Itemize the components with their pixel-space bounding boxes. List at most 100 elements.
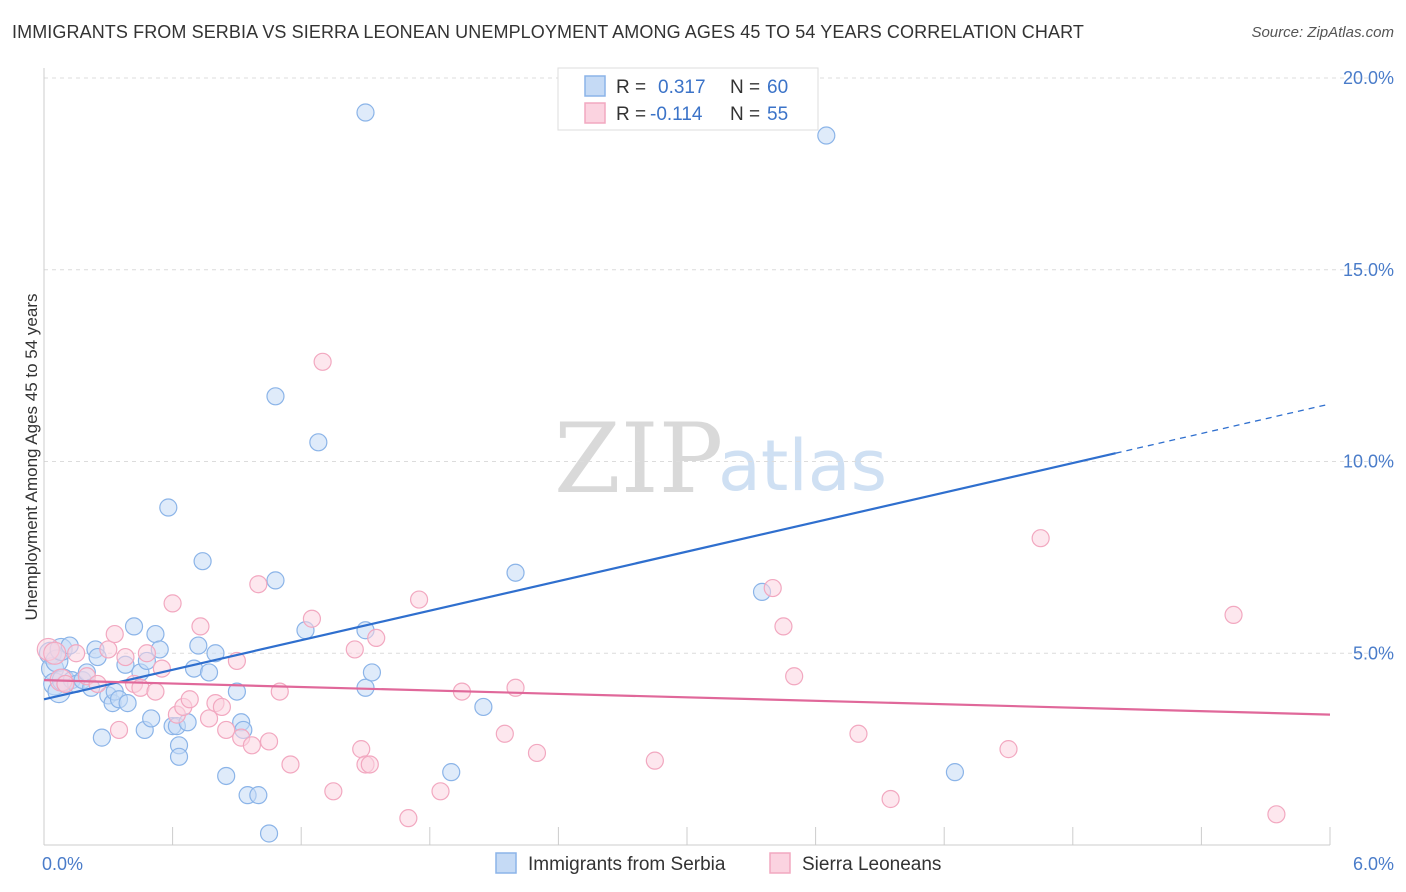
bottom-legend-label-sierra: Sierra Leoneans	[802, 854, 941, 875]
top-legend: R = 0.317 N = 60 R = -0.114 N = 55	[557, 67, 819, 131]
trend-lines	[43, 403, 1331, 716]
sierra-point-19	[180, 690, 199, 709]
legend-swatch-serbia	[584, 75, 606, 97]
sierra-trend-line	[43, 678, 1331, 716]
sierra-point-16	[163, 594, 182, 613]
sierra-point-32	[302, 609, 322, 628]
sierra-point-36	[352, 740, 371, 759]
serbia-point-56	[442, 763, 461, 782]
sierra-point-38	[360, 755, 379, 774]
serbia-point-28	[146, 624, 165, 644]
sierra-point-23	[212, 697, 231, 717]
sierra-point-49	[774, 617, 793, 636]
sierra-point-27	[242, 736, 262, 755]
sierra-point-53	[999, 740, 1018, 759]
serbia-point-34	[169, 747, 189, 766]
sierra-point-55	[1224, 605, 1243, 625]
sierra-point-42	[431, 782, 450, 801]
serbia-point-55	[362, 663, 382, 682]
grid-lines	[44, 77, 1370, 654]
serbia-point-39	[199, 663, 219, 682]
sierra-point-21	[199, 709, 219, 728]
legend-r-label-serbia: R =	[616, 77, 646, 98]
sierra-point-4	[67, 644, 86, 663]
serbia-point-16	[92, 728, 111, 747]
sierra-point-39	[367, 628, 386, 648]
sierra-point-51	[849, 724, 868, 743]
data-points	[36, 103, 1286, 843]
legend-swatch-sierra	[584, 102, 606, 124]
watermark-atlas: atlas	[718, 425, 887, 507]
legend-n-value-sierra: 55	[767, 104, 788, 125]
watermark-zip: ZIP	[554, 403, 723, 515]
bottom-legend-label-serbia: Immigrants from Serbia	[528, 854, 726, 875]
serbia-point-42	[227, 682, 246, 701]
serbia-point-37	[189, 636, 208, 655]
serbia-point-30	[159, 498, 178, 517]
source-credit: Source: ZipAtlas.com	[1251, 24, 1394, 41]
serbia-point-58	[506, 563, 525, 582]
sierra-point-48	[763, 578, 782, 598]
bottom-legend-swatch-serbia	[495, 852, 517, 874]
legend-r-value-sierra: -0.114	[650, 104, 703, 125]
legend-r-value-serbia: 0.317	[658, 77, 706, 98]
sierra-point-52	[881, 789, 900, 809]
sierra-point-3	[56, 674, 75, 694]
serbia-point-46	[249, 786, 268, 805]
serbia-trend-line	[43, 452, 1116, 701]
sierra-point-8	[105, 624, 124, 644]
serbia-point-60	[817, 126, 836, 145]
serbia-point-22	[118, 694, 137, 713]
sierra-point-35	[345, 640, 364, 659]
bottom-legend-swatch-sierra	[769, 852, 791, 874]
sierra-point-33	[313, 352, 332, 371]
legend-n-value-serbia: 60	[767, 77, 788, 98]
sierra-point-7	[99, 640, 118, 659]
sierra-point-14	[146, 682, 165, 701]
sierra-point-31	[281, 755, 300, 774]
sierra-point-24	[217, 720, 236, 740]
sierra-point-29	[259, 732, 279, 751]
sierra-point-47	[645, 751, 664, 770]
y-tick-label-1: 10.0%	[1343, 452, 1394, 472]
x-tick-label-min: 0.0%	[42, 854, 83, 874]
axes	[43, 68, 1331, 846]
serbia-point-38	[193, 552, 212, 571]
legend-n-label-sierra: N =	[730, 104, 760, 125]
sierra-point-50	[785, 667, 804, 686]
sierra-point-40	[399, 809, 418, 828]
sierra-point-6	[88, 674, 107, 694]
y-axis-label: Unemployment Among Ages 45 to 54 years	[22, 294, 41, 621]
sierra-point-28	[249, 575, 268, 594]
chart-title: IMMIGRANTS FROM SERBIA VS SIERRA LEONEAN…	[12, 22, 1084, 42]
serbia-point-23	[124, 617, 144, 636]
legend-r-label-sierra: R =	[616, 104, 646, 125]
serbia-point-49	[266, 571, 285, 590]
serbia-point-27	[142, 709, 161, 728]
sierra-point-1	[43, 641, 67, 665]
watermark: ZIP atlas	[554, 403, 887, 515]
legend-n-label-serbia: N =	[730, 77, 760, 98]
sierra-point-9	[109, 720, 129, 740]
serbia-point-61	[945, 763, 965, 782]
x-tick-labels: 0.0% 6.0%	[42, 854, 1394, 874]
y-tick-label-0: 5.0%	[1353, 643, 1394, 663]
serbia-point-40	[206, 644, 225, 663]
serbia-point-53	[356, 103, 375, 122]
serbia-trend-line-projection	[1115, 403, 1331, 454]
bottom-legend: Immigrants from Serbia Sierra Leoneans	[495, 852, 941, 875]
sierra-point-41	[409, 590, 429, 609]
sierra-point-46	[527, 743, 547, 763]
y-tick-label-2: 15.0%	[1343, 260, 1394, 280]
sierra-point-54	[1031, 529, 1050, 548]
x-tick-label-max: 6.0%	[1353, 854, 1394, 874]
serbia-point-51	[309, 433, 328, 452]
serbia-point-47	[259, 824, 279, 843]
sierra-point-20	[191, 617, 210, 636]
serbia-point-41	[217, 766, 236, 786]
sierra-point-34	[324, 782, 343, 801]
sierra-point-13	[137, 644, 156, 663]
y-tick-labels: 5.0% 10.0% 15.0% 20.0%	[1343, 68, 1394, 663]
sierra-point-44	[495, 724, 514, 743]
